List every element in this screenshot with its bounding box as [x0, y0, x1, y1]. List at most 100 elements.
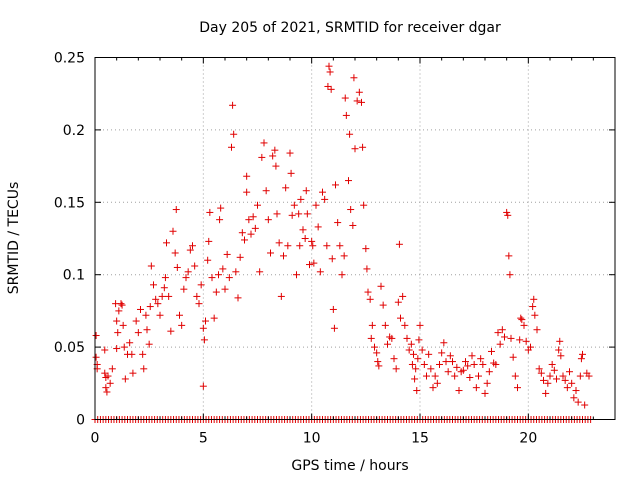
- data-point: [479, 360, 487, 368]
- data-point: [280, 252, 287, 260]
- data-point: [401, 321, 409, 329]
- data-point: [290, 201, 298, 209]
- data-point: [282, 184, 290, 192]
- data-point: [306, 261, 313, 269]
- data-point: [342, 111, 350, 119]
- data-point: [338, 271, 346, 279]
- data-point: [576, 372, 584, 380]
- data-point: [193, 292, 201, 300]
- data-point: [347, 206, 355, 214]
- data-point: [379, 301, 387, 309]
- data-point: [101, 369, 109, 377]
- data-point: [403, 334, 411, 342]
- data-point: [230, 130, 238, 138]
- data-point: [117, 300, 125, 308]
- data-point: [527, 343, 534, 351]
- data-point: [531, 311, 539, 319]
- data-point: [517, 314, 525, 322]
- data-point: [152, 295, 160, 303]
- data-point: [358, 98, 365, 106]
- data-point: [302, 187, 310, 195]
- data-point: [160, 284, 168, 292]
- data-point: [577, 355, 585, 363]
- data-point: [301, 235, 309, 242]
- data-point: [104, 372, 112, 380]
- data-point: [555, 346, 563, 354]
- data-point: [355, 88, 363, 96]
- data-point: [92, 353, 100, 361]
- data-point: [228, 143, 235, 151]
- data-point: [206, 208, 214, 216]
- data-point: [238, 229, 246, 237]
- data-point: [314, 223, 322, 231]
- data-point: [217, 204, 225, 212]
- data-point: [395, 240, 403, 248]
- data-point: [115, 307, 123, 315]
- data-point: [286, 149, 294, 157]
- data-point: [108, 365, 116, 373]
- data-point: [494, 329, 502, 337]
- data-point: [366, 295, 374, 303]
- data-point: [272, 162, 280, 170]
- data-point: [570, 394, 578, 402]
- data-point: [501, 333, 508, 341]
- data-point: [390, 355, 398, 363]
- data-point: [384, 340, 391, 348]
- data-point: [330, 324, 338, 332]
- data-point: [325, 62, 333, 70]
- y-tick-label: 0.05: [54, 340, 85, 356]
- grid-lines: [95, 57, 615, 420]
- data-point: [167, 327, 175, 335]
- data-point: [492, 360, 500, 368]
- data-point: [275, 239, 283, 247]
- data-point: [427, 365, 435, 373]
- data-point: [316, 268, 324, 276]
- data-point: [195, 300, 203, 308]
- data-point: [202, 317, 209, 325]
- data-point: [411, 375, 419, 383]
- data-point: [442, 358, 450, 366]
- data-point: [423, 372, 430, 380]
- data-point: [169, 227, 177, 235]
- data-point: [455, 387, 463, 395]
- y-axis-label: SRMTID / TECUs: [6, 182, 22, 295]
- data-point: [92, 332, 100, 340]
- data-point: [506, 271, 514, 279]
- data-point: [126, 339, 134, 347]
- data-point: [466, 374, 474, 382]
- data-point: [340, 252, 348, 260]
- data-points: [91, 62, 595, 423]
- data-point: [262, 187, 270, 195]
- data-point: [468, 352, 476, 360]
- data-point: [329, 305, 337, 313]
- data-point: [312, 201, 320, 209]
- data-point: [553, 375, 560, 383]
- data-point: [241, 236, 248, 244]
- data-point: [503, 208, 511, 216]
- data-point: [324, 82, 332, 90]
- data-point: [377, 282, 385, 290]
- data-point: [418, 346, 426, 354]
- data-point: [129, 369, 137, 377]
- data-point: [134, 329, 142, 337]
- data-point: [182, 274, 190, 282]
- data-point: [350, 74, 358, 82]
- data-point: [425, 350, 433, 358]
- data-point: [559, 372, 567, 380]
- data-point: [232, 268, 240, 276]
- data-point: [334, 219, 342, 227]
- data-point: [472, 384, 480, 392]
- data-point: [186, 246, 194, 254]
- data-point: [287, 169, 295, 177]
- data-point: [161, 274, 169, 282]
- data-point: [310, 259, 318, 267]
- data-point: [254, 201, 261, 209]
- data-point: [514, 384, 521, 392]
- data-point: [277, 292, 285, 300]
- data-point: [394, 298, 402, 306]
- data-point: [132, 317, 140, 325]
- data-point: [415, 336, 423, 344]
- data-point: [199, 382, 207, 390]
- data-point: [189, 242, 196, 250]
- data-point: [397, 314, 404, 322]
